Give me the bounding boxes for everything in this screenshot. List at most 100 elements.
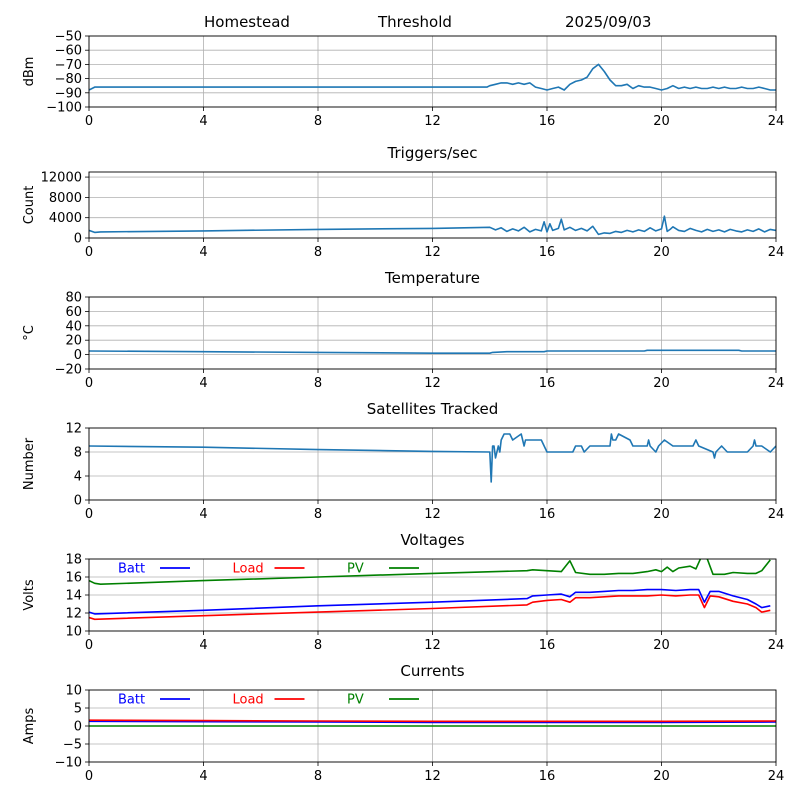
x-tick-label: 4 [199, 769, 207, 784]
x-tick-label: 16 [539, 769, 556, 784]
y-tick-label: 0 [74, 232, 82, 247]
y-tick-label: 10 [65, 684, 82, 699]
x-tick-label: 4 [199, 114, 207, 129]
x-tick-label: 12 [424, 769, 441, 784]
x-tick-label: 12 [424, 245, 441, 260]
x-tick-label: 8 [314, 769, 322, 784]
y-tick-label: −20 [55, 363, 82, 378]
x-tick-label: 16 [539, 376, 556, 391]
y-tick-label: 10 [65, 625, 82, 640]
panel-signal: 0 4 8 12 16 20 24 −100−90−80−70−60−50 dBm [22, 30, 784, 130]
y-tick-label: −80 [55, 72, 82, 87]
x-tick-label: 8 [314, 507, 322, 522]
x-tick-label: 8 [314, 376, 322, 391]
y-axis-label: dBm [22, 57, 37, 87]
x-tick-label: 24 [768, 114, 785, 129]
x-tick-label: 4 [199, 638, 207, 653]
legend-label-load: Load [233, 562, 264, 577]
x-tick-label: 24 [768, 507, 785, 522]
x-tick-label: 4 [199, 376, 207, 391]
header-threshold: Threshold [377, 13, 452, 31]
y-axis-label: Volts [22, 579, 37, 611]
y-tick-label: 12000 [41, 171, 82, 186]
y-tick-label: 4 [74, 470, 82, 485]
x-tick-label: 20 [653, 114, 670, 129]
x-tick-label: 0 [85, 376, 93, 391]
panel-title: Voltages [400, 531, 464, 549]
x-tick-label: 16 [539, 638, 556, 653]
series-line [89, 349, 776, 355]
x-tick-label: 24 [768, 376, 785, 391]
x-tick-label: 4 [199, 245, 207, 260]
y-tick-label: 20 [65, 334, 82, 349]
x-tick-label: 12 [424, 376, 441, 391]
y-tick-label: −50 [55, 30, 82, 45]
x-tick-label: 4 [199, 507, 207, 522]
x-tick-label: 0 [85, 245, 93, 260]
x-tick-label: 20 [653, 245, 670, 260]
y-tick-label: −70 [55, 58, 82, 73]
legend-label-pv: PV [347, 693, 364, 708]
panel-triggers: 0 4 8 12 16 20 24 0 4000 8000 12000 Triggers/sec Cou… [22, 144, 784, 260]
panel-title: Triggers/sec [387, 144, 478, 162]
header-station: Homestead [204, 13, 290, 31]
x-tick-label: 0 [85, 507, 93, 522]
y-tick-label: 0 [74, 348, 82, 363]
series-line-batt [89, 720, 776, 724]
x-tick-label: 0 [85, 638, 93, 653]
x-tick-label: 8 [314, 245, 322, 260]
y-tick-label: −5 [63, 738, 82, 753]
y-tick-label: 14 [65, 589, 82, 604]
x-tick-label: 12 [424, 114, 441, 129]
x-tick-label: 20 [653, 769, 670, 784]
x-tick-label: 16 [539, 245, 556, 260]
panel-title: Currents [400, 662, 464, 680]
panel-voltages: 0 4 8 12 16 20 24 10 12 14 16 18 Voltages Volts Batt Lo… [22, 531, 784, 653]
legend-label-batt: Batt [118, 562, 145, 577]
x-tick-label: 24 [768, 245, 785, 260]
series-line [89, 433, 776, 483]
x-tick-label: 8 [314, 638, 322, 653]
y-tick-label: −60 [55, 44, 82, 59]
x-tick-label: 20 [653, 507, 670, 522]
header-date: 2025/09/03 [565, 13, 651, 31]
series-line [89, 63, 776, 91]
y-axis-label: °C [22, 325, 37, 341]
x-tick-label: 0 [85, 769, 93, 784]
y-tick-label: 80 [65, 291, 82, 306]
y-tick-label: 4000 [49, 211, 82, 226]
y-axis-label: Count [22, 186, 37, 225]
y-tick-label: 12 [65, 422, 82, 437]
y-tick-label: 0 [74, 494, 82, 509]
panel-title: Satellites Tracked [367, 400, 498, 418]
y-tick-label: −100 [46, 101, 82, 116]
x-tick-label: 16 [539, 507, 556, 522]
y-tick-label: 40 [65, 319, 82, 334]
y-tick-label: 16 [65, 571, 82, 586]
y-tick-label: 18 [65, 553, 82, 568]
panel-satellites: 0 4 8 12 16 20 24 0 4 8 12 Satellites Tracked Number [22, 400, 784, 522]
legend-label-load: Load [233, 693, 264, 708]
x-tick-label: 24 [768, 638, 785, 653]
y-axis-label: Number [22, 437, 37, 490]
y-axis-label: Amps [22, 707, 37, 744]
x-tick-label: 16 [539, 114, 556, 129]
x-tick-label: 8 [314, 114, 322, 129]
legend-label-pv: PV [347, 562, 364, 577]
x-tick-label: 20 [653, 376, 670, 391]
panel-currents: 0 4 8 12 16 20 24 −10 −5 0 5 10 Currents Amps Batt Load… [22, 662, 784, 784]
series-line-pv [89, 559, 771, 586]
y-tick-label: 12 [65, 607, 82, 622]
x-tick-label: 24 [768, 769, 785, 784]
y-tick-label: 8000 [49, 191, 82, 206]
x-tick-label: 12 [424, 507, 441, 522]
series-line-load [89, 719, 776, 723]
y-tick-label: −10 [55, 756, 82, 771]
y-tick-label: −90 [55, 86, 82, 101]
y-tick-label: 5 [74, 702, 82, 717]
series-line-load [89, 594, 771, 621]
series-line-batt [89, 588, 771, 615]
